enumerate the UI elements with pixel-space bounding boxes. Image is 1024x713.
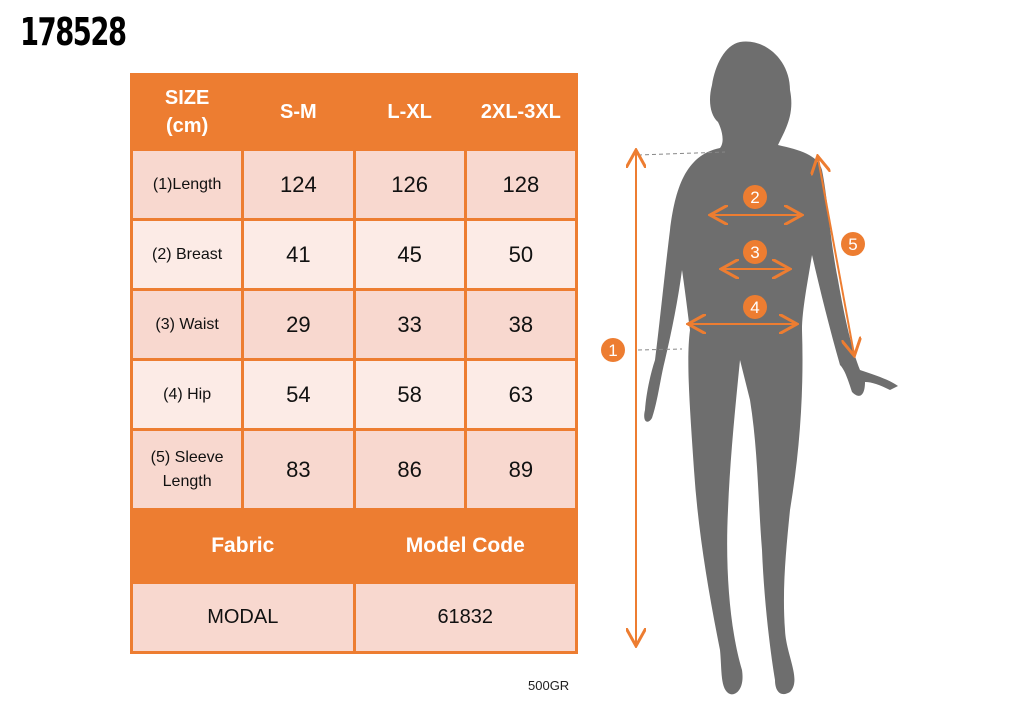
weight-label: 500GR	[528, 678, 570, 693]
model-code-value: 61832	[352, 581, 578, 654]
cell: 45	[352, 218, 467, 291]
marker-4: 4	[750, 298, 759, 317]
product-code: 178528	[20, 10, 127, 54]
row-label: (1)Length	[129, 148, 245, 221]
marker-2: 2	[750, 188, 759, 207]
model-code-header: Model Code	[352, 508, 578, 584]
table-row: (4) Hip 54 58 63	[129, 358, 579, 431]
header-size: L-XL	[352, 73, 467, 151]
row-label: (5) Sleeve Length	[129, 428, 245, 511]
table-row: (3) Waist 29 33 38	[129, 288, 579, 361]
header-size: S-M	[241, 73, 356, 151]
header-text: SIZE (cm)	[164, 87, 210, 137]
table-row: (1)Length 124 126 128	[129, 148, 579, 221]
guide-line-top	[637, 151, 726, 156]
row-label: (3) Waist	[129, 288, 245, 361]
size-header-row: SIZE (cm) S-M L-XL 2XL-3XL	[129, 73, 579, 151]
info-value-row: MODAL 61832	[130, 581, 578, 654]
cell: 124	[241, 148, 356, 221]
cell: 126	[352, 148, 467, 221]
cell: 29	[241, 288, 356, 361]
header-size-unit: SIZE (cm)	[129, 73, 245, 151]
table-row: (5) Sleeve Length 83 86 89	[129, 428, 579, 511]
cell: 128	[463, 148, 579, 221]
cell: 83	[241, 428, 356, 511]
info-header-row: Fabric Model Code	[130, 508, 578, 584]
fabric-header: Fabric	[130, 508, 356, 584]
sleeve-arrow	[818, 158, 854, 354]
guide-line-bottom	[637, 348, 683, 351]
cell: 86	[352, 428, 467, 511]
marker-1: 1	[608, 341, 617, 360]
body-measurement-figure: 1 2 3 4 5	[601, 41, 898, 695]
cell: 38	[463, 288, 579, 361]
cell: 58	[352, 358, 467, 431]
cell: 63	[463, 358, 579, 431]
table-row: (2) Breast 41 45 50	[129, 218, 579, 291]
row-label: (4) Hip	[129, 358, 245, 431]
marker-3: 3	[750, 243, 759, 262]
cell: 50	[463, 218, 579, 291]
cell: 41	[241, 218, 356, 291]
fabric-value: MODAL	[130, 581, 356, 654]
cell: 33	[352, 288, 467, 361]
header-size: 2XL-3XL	[463, 73, 579, 151]
size-chart-table: SIZE (cm) S-M L-XL 2XL-3XL (1)Length 124…	[129, 73, 579, 654]
cell: 54	[241, 358, 356, 431]
marker-5: 5	[848, 235, 857, 254]
row-label: (2) Breast	[129, 218, 245, 291]
silhouette	[644, 41, 898, 695]
cell: 89	[463, 428, 579, 511]
